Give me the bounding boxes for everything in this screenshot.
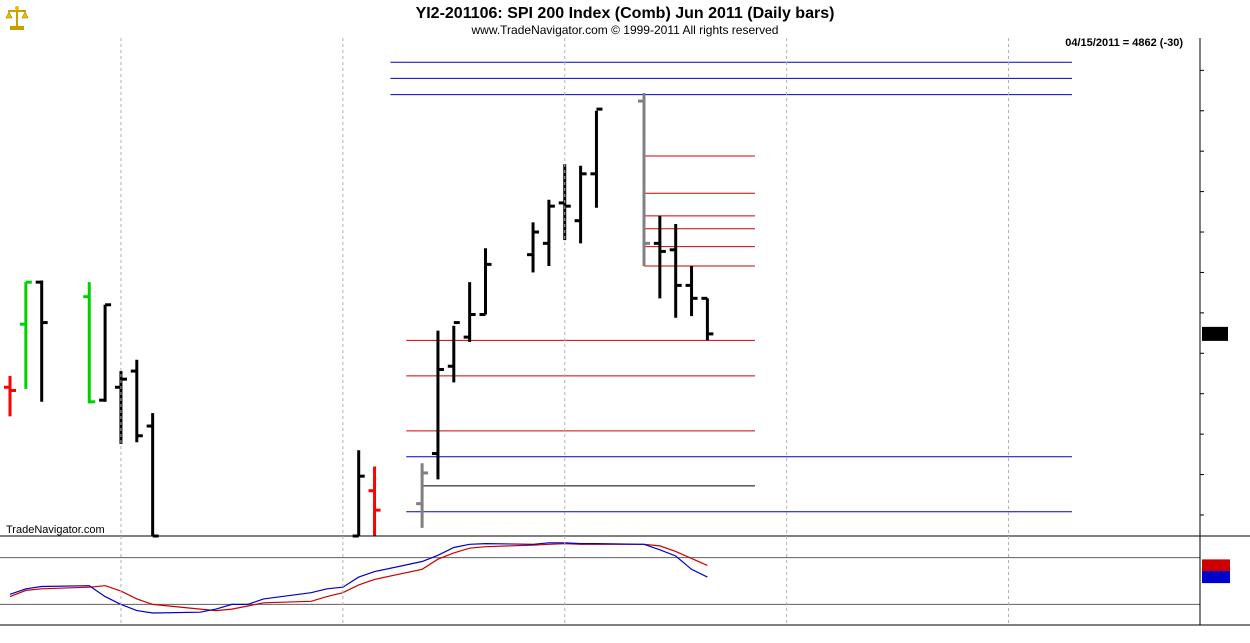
ohlc-bar (479, 248, 492, 316)
ohlc-bar (463, 282, 476, 342)
ohlc-bar (83, 282, 96, 404)
stoch-last-value-marker (1202, 571, 1230, 584)
ohlc-bar (368, 466, 381, 536)
balance-scale-icon (5, 6, 29, 30)
brand-label: TradeNavigator.com (6, 524, 105, 536)
header: YI2-201106: SPI 200 Index (Comb) Jun 201… (416, 5, 1184, 49)
axes: TradeNavigator.com (0, 38, 1250, 626)
ohlc-bar (130, 359, 143, 443)
ohlc-bar (19, 280, 32, 389)
ohlc-bar (447, 321, 460, 383)
chart-subtitle: www.TradeNavigator.com © 1999-2011 All r… (471, 23, 779, 37)
ohlc-bar (638, 92, 650, 266)
ohlc-bar (114, 371, 127, 444)
ohlc-bar (431, 330, 444, 480)
stochastic-pane (0, 542, 1230, 614)
ohlc-bar (590, 107, 603, 208)
ohlc-bar (35, 280, 48, 402)
ohlc-bar (4, 375, 16, 417)
chart-title: YI2-201106: SPI 200 Index (Comb) Jun 201… (416, 5, 835, 22)
last-value-info: 04/15/2011 = 4862 (-30) (1065, 37, 1183, 49)
ohlc-bar (574, 165, 587, 244)
ohlc-bar (653, 215, 666, 299)
price-pane (4, 61, 1072, 538)
stoch-last-value-marker (1202, 559, 1230, 572)
ohlc-bar (685, 265, 698, 317)
ohlc-bar (701, 296, 714, 341)
current-value-marker (1202, 326, 1228, 341)
ohlc-bar (146, 413, 159, 538)
ohlc-bar (416, 463, 429, 528)
ohlc-bar (669, 223, 682, 318)
ohlc-bar (99, 303, 112, 402)
ohlc-bar (527, 222, 540, 273)
stoch-series-line-d (9, 542, 708, 612)
ohlc-bar (352, 450, 365, 538)
ohlc-bar (542, 199, 555, 266)
stoch-series-line-k (9, 542, 708, 614)
